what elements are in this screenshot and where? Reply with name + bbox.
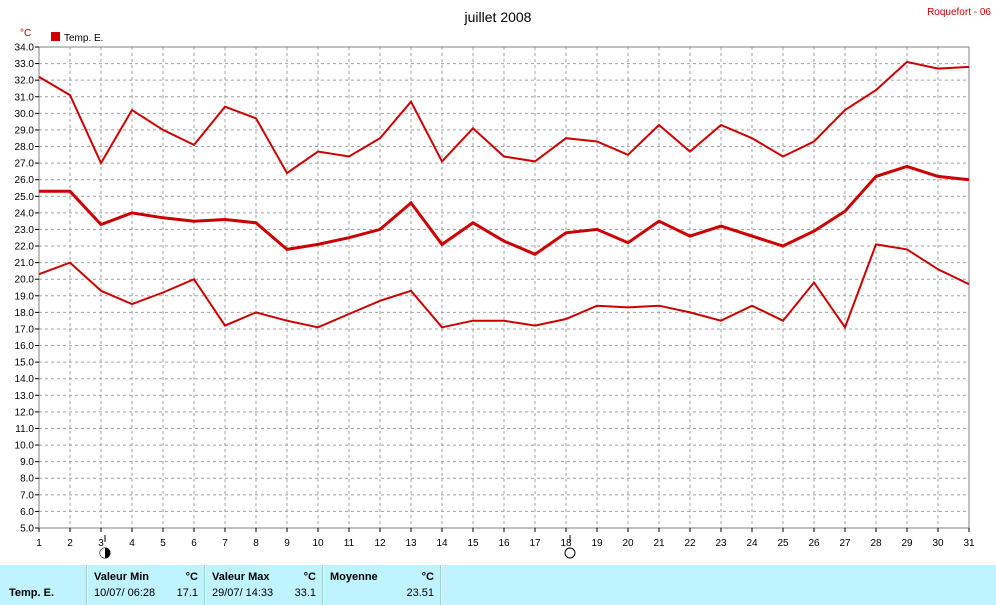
y-tick-label: 11.0 — [15, 424, 34, 435]
series-line-max — [38, 60, 970, 175]
y-tick-label: 13.0 — [15, 391, 35, 402]
y-tick-label: 15.0 — [15, 358, 35, 369]
x-tick-label: 21 — [653, 538, 665, 549]
x-tick-label: 31 — [963, 538, 975, 549]
y-tick-label: 33.0 — [15, 59, 35, 70]
y-tick-label: 9.0 — [20, 457, 34, 468]
y-tick-label: 32.0 — [15, 76, 35, 87]
x-tick-label: 18 — [560, 538, 572, 549]
y-tick-label: 26.0 — [15, 175, 35, 186]
x-tick-label: 22 — [684, 538, 696, 549]
legend-swatch — [51, 32, 60, 41]
y-tick-label: 14.0 — [15, 374, 35, 385]
x-tick-label: 25 — [777, 538, 789, 549]
min-header: Valeur Min — [94, 571, 150, 583]
y-tick-label: 20.0 — [15, 275, 35, 286]
x-tick-label: 26 — [808, 538, 820, 549]
y-tick-label: 12.0 — [15, 407, 35, 418]
new-moon-icon-shade — [100, 548, 105, 558]
x-tick-label: 16 — [498, 538, 510, 549]
stats-footer: Temp. E. Valeur Min °C 10/07/ 06:28 17.1… — [0, 565, 996, 605]
legend-label: Temp. E. — [64, 33, 103, 44]
x-tick-label: 7 — [222, 538, 228, 549]
x-tick-label: 3 — [98, 538, 104, 549]
y-tick-label: 18.0 — [15, 308, 35, 319]
y-tick-label: 23.0 — [15, 225, 35, 236]
x-tick-label: 6 — [191, 538, 197, 549]
y-tick-label: 31.0 — [15, 92, 35, 103]
x-tick-label: 8 — [253, 538, 259, 549]
x-tick-label: 29 — [901, 538, 913, 549]
footer-row-label: Temp. E. — [9, 587, 55, 599]
y-tick-label: 17.0 — [15, 324, 35, 335]
moon-phases — [99, 535, 576, 559]
y-tick-label: 6.0 — [20, 507, 34, 518]
y-tick-label: 16.0 — [15, 341, 35, 352]
x-tick-label: 15 — [467, 538, 479, 549]
x-tick-label: 11 — [344, 538, 355, 549]
series — [38, 60, 970, 330]
y-tick-label: 5.0 — [20, 524, 34, 535]
y-tick-label: 10.0 — [15, 441, 35, 452]
footer-row-label-cell: Temp. E. — [0, 565, 87, 605]
footer-max-cell: Valeur Max °C 29/07/ 14:33 33.1 — [206, 565, 323, 605]
x-tick-label: 14 — [436, 538, 448, 549]
y-tick-label: 24.0 — [15, 208, 35, 219]
series-line-mean — [39, 164, 970, 257]
x-tick-label: 17 — [529, 538, 541, 549]
min-unit: °C — [185, 571, 198, 583]
mean-header: Moyenne — [330, 571, 378, 583]
mean-value: 23.51 — [406, 587, 434, 599]
chart: 5.0 6.0 7.0 8.0 9.0 10.0 11.0 12.0 13.0 14.0 15.0 1… — [15, 7, 991, 559]
axis-ticks: 5.0 6.0 7.0 8.0 9.0 10.0 11.0 12.0 13.0 14.0 15.0 1… — [15, 43, 975, 550]
y-tick-label: 22.0 — [15, 242, 35, 253]
chart-title: juillet 2008 — [464, 9, 532, 25]
x-tick-label: 2 — [67, 538, 73, 549]
y-tick-label: 30.0 — [15, 109, 35, 120]
footer-min-cell: Valeur Min °C 10/07/ 06:28 17.1 — [88, 565, 205, 605]
station-label: Roquefort - 06 — [927, 7, 991, 18]
x-tick-label: 20 — [622, 538, 634, 549]
footer-mean-cell: Moyenne °C 23.51 — [324, 565, 441, 605]
min-value: 17.1 — [176, 587, 198, 599]
x-tick-label: 24 — [746, 538, 758, 549]
x-tick-label: 23 — [715, 538, 727, 549]
x-tick-label: 28 — [870, 538, 882, 549]
y-tick-label: 27.0 — [15, 159, 35, 170]
x-tick-label: 27 — [839, 538, 851, 549]
max-header: Valeur Max — [212, 571, 270, 583]
full-moon-icon — [564, 547, 576, 559]
y-tick-label: 7.0 — [20, 490, 34, 501]
y-tick-label: 19.0 — [15, 291, 35, 302]
x-tick-label: 30 — [932, 538, 944, 549]
y-tick-label: 28.0 — [15, 142, 35, 153]
x-tick-label: 9 — [284, 538, 290, 549]
x-tick-label: 5 — [160, 538, 166, 549]
x-tick-label: 1 — [36, 538, 42, 549]
grid — [39, 47, 969, 528]
mean-unit: °C — [421, 571, 434, 583]
max-datetime: 29/07/ 14:33 — [212, 587, 274, 599]
x-tick-label: 4 — [129, 538, 135, 549]
series-line-min — [38, 243, 970, 330]
footer-empty-cell — [442, 565, 996, 605]
x-tick-label: 12 — [374, 538, 386, 549]
y-tick-label: 8.0 — [20, 474, 34, 485]
x-tick-label: 13 — [405, 538, 417, 549]
y-tick-label: 21.0 — [15, 258, 35, 269]
max-value: 33.1 — [294, 587, 316, 599]
min-datetime: 10/07/ 06:28 — [94, 587, 156, 599]
x-tick-label: 10 — [312, 538, 324, 549]
y-tick-label: 29.0 — [15, 125, 35, 136]
y-tick-label: 25.0 — [15, 192, 35, 203]
max-unit: °C — [303, 571, 316, 583]
y-tick-label: 34.0 — [15, 43, 35, 54]
y-axis-unit: °C — [20, 28, 31, 39]
x-tick-label: 19 — [591, 538, 603, 549]
